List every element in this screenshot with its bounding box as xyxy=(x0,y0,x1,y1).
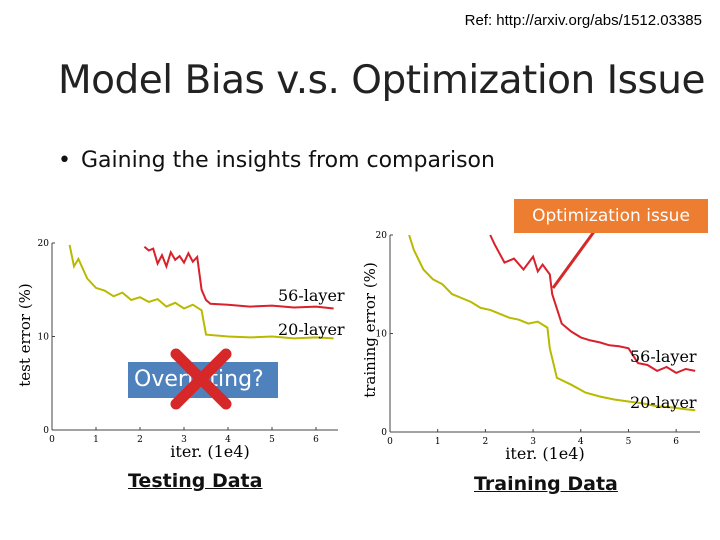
test-chart-series xyxy=(68,244,334,340)
test-x-tick-label: 1 xyxy=(93,435,99,445)
test-y-tick-label: 10 xyxy=(38,333,50,343)
test-x-tick-label: 0 xyxy=(49,435,55,445)
test-x-tick-label: 2 xyxy=(137,435,143,445)
train-x-tick-label: 5 xyxy=(626,437,632,447)
train-x-tick-label: 6 xyxy=(673,437,679,447)
test-legend-56: 56-layer xyxy=(278,286,345,305)
train-series-line xyxy=(408,234,696,412)
bullet-text: Gaining the insights from comparison xyxy=(80,148,495,173)
reference-link: Ref: http://arxiv.org/abs/1512.03385 xyxy=(464,12,702,29)
train-series-line xyxy=(489,234,696,375)
bullet-item: • Gaining the insights from comparison xyxy=(58,148,495,173)
training-error-chart: 0 1 2 3 4 5 6 0 10 20 training error (%) iter. (1… xyxy=(361,231,700,463)
test-y-tick-label: 20 xyxy=(38,239,50,249)
train-x-tick-label: 3 xyxy=(530,437,536,447)
train-chart-axes: 0 1 2 3 4 5 6 0 10 20 xyxy=(376,231,700,447)
train-x-tick-label: 4 xyxy=(578,437,584,447)
test-x-tick-label: 3 xyxy=(181,435,187,445)
bullet-dot: • xyxy=(58,148,71,173)
slide-title: Model Bias v.s. Optimization Issue xyxy=(58,58,706,103)
train-chart-xlabel: iter. (1e4) xyxy=(505,444,584,463)
cross-mark-icon xyxy=(170,348,232,410)
train-y-tick-label: 10 xyxy=(376,330,388,340)
train-legend-20: 20-layer xyxy=(630,393,697,412)
test-legend-20: 20-layer xyxy=(278,320,345,339)
test-chart-ylabel: test error (%) xyxy=(16,283,34,387)
test-series-line xyxy=(68,244,334,340)
training-data-caption: Training Data xyxy=(474,473,618,495)
test-chart-xlabel: iter. (1e4) xyxy=(170,442,249,461)
test-chart-axes: 0 1 2 3 4 5 6 0 10 20 xyxy=(38,239,338,445)
test-x-tick-label: 4 xyxy=(225,435,231,445)
test-series-line xyxy=(143,245,334,310)
train-chart-series xyxy=(408,234,696,412)
test-y-tick-label: 0 xyxy=(43,426,49,436)
optimization-issue-callout: Optimization issue xyxy=(514,199,708,233)
train-x-tick-label: 0 xyxy=(387,437,393,447)
train-y-tick-label: 0 xyxy=(381,428,387,438)
train-x-tick-label: 1 xyxy=(435,437,441,447)
train-chart-ylabel: training error (%) xyxy=(361,262,379,398)
train-legend-56: 56-layer xyxy=(630,347,697,366)
train-y-tick-label: 20 xyxy=(376,231,388,241)
testing-data-caption: Testing Data xyxy=(128,470,263,492)
train-x-tick-label: 2 xyxy=(483,437,489,447)
test-x-tick-label: 5 xyxy=(269,435,275,445)
test-x-tick-label: 6 xyxy=(313,435,319,445)
